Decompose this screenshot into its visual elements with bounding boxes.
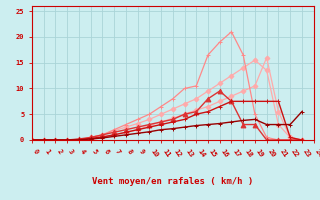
X-axis label: Vent moyen/en rafales ( km/h ): Vent moyen/en rafales ( km/h ) <box>92 177 253 186</box>
